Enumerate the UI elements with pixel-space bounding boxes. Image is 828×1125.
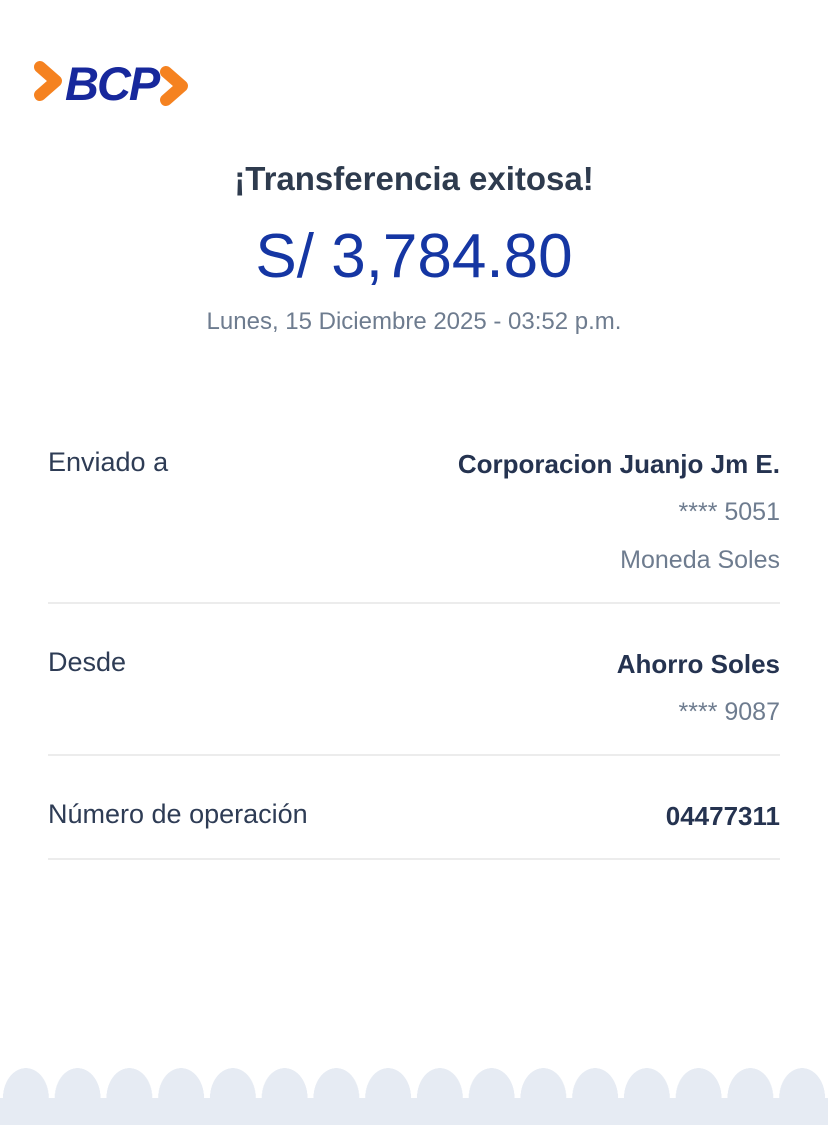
success-title: ¡Transferencia exitosa! xyxy=(234,160,594,197)
sent-to-label: Enviado a xyxy=(48,447,169,477)
logo-text: BCP xyxy=(65,56,160,110)
operation-label: Número de operación xyxy=(48,799,308,829)
receipt-body: ¡Transferencia exitosa! S/ 3,784.80 Lune… xyxy=(0,160,828,860)
from-label: Desde xyxy=(48,647,127,677)
header: BCP xyxy=(0,58,828,108)
detail-row-from: Desde Ahorro Soles **** 9087 xyxy=(48,604,780,756)
operation-values: 04477311 xyxy=(666,792,780,840)
recipient-currency: Moneda Soles xyxy=(620,546,780,574)
logo-chevron-right-icon xyxy=(160,66,189,106)
scallop-pattern xyxy=(0,1068,828,1098)
recipient-account-masked: **** 5051 xyxy=(678,498,780,526)
transfer-datetime: Lunes, 15 Diciembre 2025 - 03:52 p.m. xyxy=(206,308,622,335)
sent-to-values: Corporacion Juanjo Jm E. **** 5051 Moned… xyxy=(458,440,780,584)
receipt-scallop-edge xyxy=(0,1068,828,1125)
operation-number: 04477311 xyxy=(665,801,780,831)
recipient-name: Corporacion Juanjo Jm E. xyxy=(457,449,780,479)
transfer-receipt: BCP ¡Transferencia exitosa! S/ 3,784.80 … xyxy=(0,58,828,1125)
from-values: Ahorro Soles **** 9087 xyxy=(617,640,780,736)
source-account-name: Ahorro Soles xyxy=(616,649,780,679)
transfer-amount: S/ 3,784.80 xyxy=(255,222,573,291)
source-account-masked: **** 9087 xyxy=(678,698,780,726)
details-list: Enviado a Corporacion Juanjo Jm E. **** … xyxy=(48,440,780,860)
footer-strip xyxy=(0,1098,828,1125)
detail-row-sent-to: Enviado a Corporacion Juanjo Jm E. **** … xyxy=(48,440,780,604)
logo-chevron-left-icon xyxy=(34,61,62,101)
detail-row-operation: Número de operación 04477311 xyxy=(48,756,780,860)
bcp-logo: BCP xyxy=(34,58,828,108)
